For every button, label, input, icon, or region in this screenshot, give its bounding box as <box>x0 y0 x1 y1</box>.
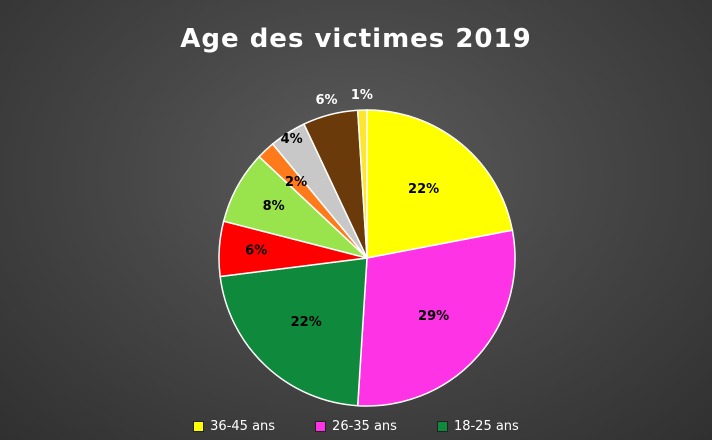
slice-label: 6% <box>315 93 337 108</box>
legend: 36-45 ans 26-35 ans 18-25 ans <box>0 419 712 434</box>
legend-swatch <box>436 421 448 432</box>
legend-label: 26-35 ans <box>332 419 397 434</box>
slice-label: 4% <box>281 132 303 147</box>
slice-label: 1% <box>351 88 373 103</box>
chart-title: Age des victimes 2019 <box>180 24 532 54</box>
legend-label: 18-25 ans <box>453 419 519 434</box>
slice-label: 8% <box>263 199 285 214</box>
pie-slice <box>356 229 516 407</box>
pie-slice <box>366 109 514 259</box>
legend-swatch <box>315 421 327 432</box>
slice-label: 2% <box>285 175 307 190</box>
slice-label: 22% <box>408 182 439 197</box>
pie-slice <box>356 109 368 259</box>
legend-item: 36-45 ans <box>193 419 275 434</box>
slice-label: 22% <box>291 315 322 330</box>
pie-slice <box>219 257 368 407</box>
legend-item: 26-35 ans <box>315 419 397 434</box>
legend-label: 36-45 ans <box>210 419 276 434</box>
slice-label: 6% <box>245 244 267 259</box>
legend-swatch <box>193 421 205 432</box>
legend-item: 18-25 ans <box>436 419 519 434</box>
slice-label: 29% <box>418 309 449 324</box>
